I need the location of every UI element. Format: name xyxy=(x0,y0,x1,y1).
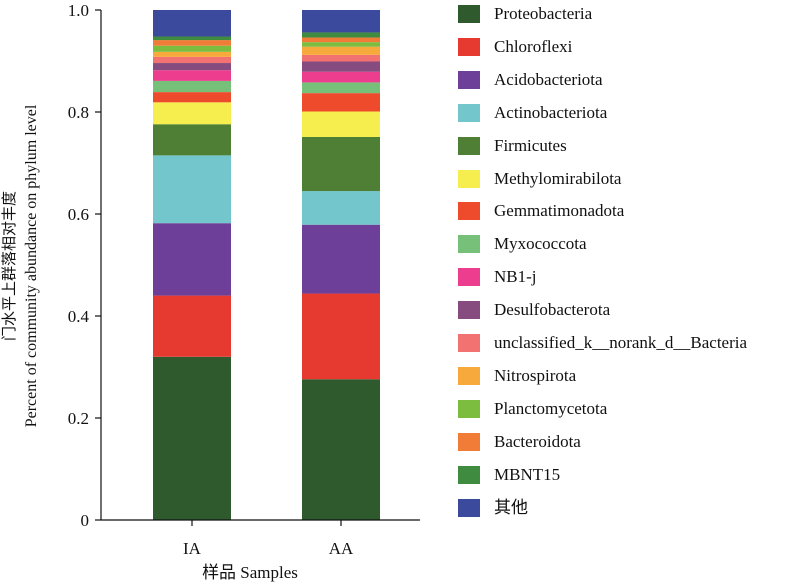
y-axis-label-en: Percent of community abundance on phylum… xyxy=(23,104,40,427)
legend-swatch xyxy=(458,37,480,56)
bar-segment-aa-14 xyxy=(302,32,380,38)
legend-label: Nitrospirota xyxy=(494,365,577,385)
bar-segment-ia-12 xyxy=(153,45,231,52)
x-tick-label: AA xyxy=(329,539,354,558)
legend-swatch xyxy=(458,399,480,418)
bar-segment-aa-13 xyxy=(302,37,380,43)
bar-segment-aa-5 xyxy=(302,111,380,137)
legend-label: Gemmatimonadota xyxy=(494,201,625,221)
legend-swatch xyxy=(458,202,480,221)
bar-segment-ia-11 xyxy=(153,51,231,57)
legend-label: Proteobacteria xyxy=(494,4,593,23)
legend-label: Actinobacteriota xyxy=(494,102,608,122)
legend-swatch xyxy=(458,169,480,188)
legend-label: Bacteroidota xyxy=(494,431,581,451)
bar-segment-ia-1 xyxy=(153,295,231,357)
x-tick-label: IA xyxy=(183,539,202,558)
bar-segment-aa-9 xyxy=(302,61,380,72)
bar-segment-aa-1 xyxy=(302,293,380,380)
bar-segment-aa-7 xyxy=(302,82,380,94)
bar-segment-ia-10 xyxy=(153,56,231,64)
bar-segment-ia-7 xyxy=(153,80,231,93)
legend-swatch xyxy=(458,366,480,385)
bar-segment-ia-8 xyxy=(153,70,231,81)
bar-segment-ia-3 xyxy=(153,155,231,224)
legend-label: Chloroflexi xyxy=(494,36,573,56)
bar-segment-aa-12 xyxy=(302,42,380,47)
legend-label: MBNT15 xyxy=(494,464,561,484)
y-tick-label: 1.0 xyxy=(68,1,89,20)
bar-segment-ia-5 xyxy=(153,102,231,125)
bar-segment-ia-14 xyxy=(153,36,231,41)
legend-swatch xyxy=(458,235,480,254)
legend-label: Firmicutes xyxy=(494,135,567,155)
legend-swatch xyxy=(458,136,480,155)
y-tick-label: 0.6 xyxy=(68,205,89,224)
bar-segment-aa-3 xyxy=(302,191,380,225)
y-tick-label: 0 xyxy=(81,511,90,530)
legend-swatch xyxy=(458,268,480,287)
bar-segment-aa-0 xyxy=(302,379,380,520)
bar-segment-aa-15 xyxy=(302,10,380,33)
bar-segment-ia-9 xyxy=(153,63,231,71)
bar-segment-aa-10 xyxy=(302,54,380,62)
legend-swatch xyxy=(458,301,480,320)
y-tick-label: 0.2 xyxy=(68,409,89,428)
bar-segment-ia-0 xyxy=(153,356,231,520)
bar-segment-aa-2 xyxy=(302,224,380,294)
legend-label: Myxococcota xyxy=(494,234,587,254)
x-axis-label: 样品 Samples xyxy=(202,563,298,582)
legend-label: NB1-j xyxy=(494,267,537,287)
y-tick-label: 0.4 xyxy=(68,307,90,326)
bar-segment-ia-13 xyxy=(153,40,231,46)
bar-segment-aa-6 xyxy=(302,93,380,112)
legend-swatch xyxy=(458,432,480,451)
legend-label: Acidobacteriota xyxy=(494,69,603,89)
legend-label: 其他 xyxy=(494,497,528,517)
bar-segment-aa-11 xyxy=(302,46,380,55)
bar-segment-ia-4 xyxy=(153,124,231,156)
bar-stacks xyxy=(153,10,380,520)
bar-segment-aa-8 xyxy=(302,71,380,83)
y-tick-label: 0.8 xyxy=(68,103,89,122)
bar-segment-ia-6 xyxy=(153,92,231,103)
legend-swatch xyxy=(458,498,480,517)
legend-swatch xyxy=(458,5,480,23)
legend-label: Planctomycetota xyxy=(494,398,608,418)
legend-label: Desulfobacterota xyxy=(494,300,611,320)
y-axis-label-zh: 门水平上群落相对丰度 xyxy=(0,191,18,341)
legend-swatch xyxy=(458,334,480,352)
legend-swatch xyxy=(458,70,480,89)
axes: 0 0.2 0.4 0.6 0.8 1.0 IA AA xyxy=(68,1,420,558)
legend-label: unclassified_k__norank_d__Bacteria xyxy=(494,333,748,352)
legend-swatch xyxy=(458,465,480,484)
legend-swatch xyxy=(458,103,480,122)
bar-segment-ia-2 xyxy=(153,223,231,296)
bar-segment-aa-4 xyxy=(302,136,380,192)
bar-segment-ia-15 xyxy=(153,10,231,37)
legend-label: Methylomirabilota xyxy=(494,168,622,188)
